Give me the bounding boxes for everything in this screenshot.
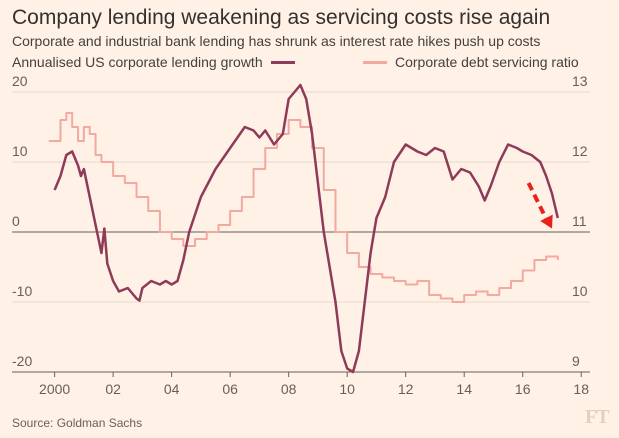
legend-entry-lending-growth: Annualised US corporate lending growth: [12, 54, 303, 70]
x-tick-label: 06: [222, 381, 238, 397]
source-note: Source: Goldman Sachs: [12, 416, 143, 430]
y-left-tick-label: 20: [12, 73, 28, 89]
x-tick-label: 02: [105, 381, 121, 397]
annotation-arrow-shaft: [526, 182, 550, 224]
legend-swatch-lending-growth: [270, 60, 295, 64]
x-tick-label: 08: [281, 381, 297, 397]
x-tick-label: 18: [573, 381, 589, 397]
y-right-tick-label: 12: [572, 143, 588, 159]
chart-title: Company lending weakening as servicing c…: [12, 6, 551, 29]
y-left-tick-label: 10: [12, 143, 28, 159]
series-line-lending-growth: [53, 83, 560, 374]
y-right-tick-label: 9: [572, 353, 580, 369]
y-right-tick-label: 11: [572, 213, 587, 229]
legend-swatch-servicing-ratio: [363, 60, 387, 64]
x-tick-label: 04: [164, 381, 180, 397]
x-tick-label: 14: [456, 381, 472, 397]
chart-plot: 20 10 0 -10 -20 13 12 11 10 9 2000 02 04 06 08 10 12 14 16…: [12, 73, 590, 397]
annotation-arrow-head: [540, 214, 553, 229]
x-tick-label: 10: [339, 381, 355, 397]
x-tick-label: 2000: [39, 381, 70, 397]
y-right-tick-label: 10: [572, 283, 588, 299]
x-tick-label: 12: [398, 381, 414, 397]
legend-label-servicing-ratio: Corporate debt servicing ratio: [395, 54, 579, 70]
legend-label-lending-growth: Annualised US corporate lending growth: [12, 54, 263, 70]
y-left-tick-label: -20: [12, 353, 32, 369]
y-left-tick-label: 0: [12, 213, 20, 229]
y-left-tick-label: -10: [12, 283, 32, 299]
y-right-tick-label: 13: [572, 73, 588, 89]
ft-logo: FT: [585, 406, 610, 428]
x-tick-label: 16: [515, 381, 531, 397]
legend-entry-servicing-ratio: Corporate debt servicing ratio: [355, 54, 579, 70]
chart-subtitle: Corporate and industrial bank lending ha…: [12, 33, 541, 49]
series-line-servicing-ratio: [48, 112, 559, 303]
